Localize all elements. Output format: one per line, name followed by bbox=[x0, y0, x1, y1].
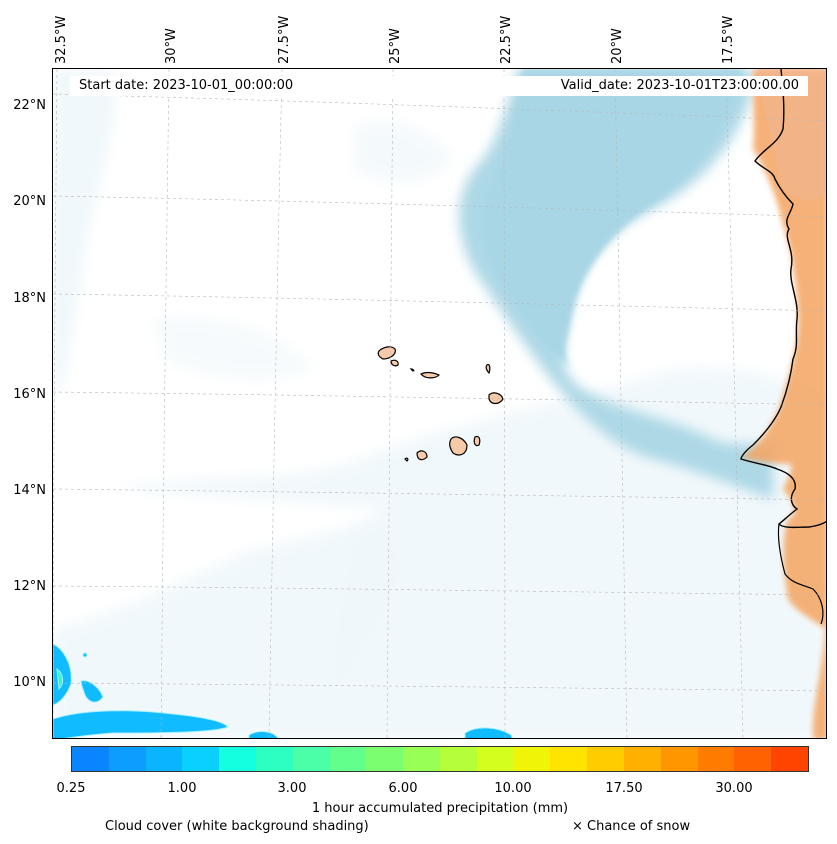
colorbar-segment bbox=[182, 747, 220, 771]
lon-label-27-5w: 27.5°W bbox=[277, 15, 292, 64]
precipitation-patches bbox=[53, 643, 513, 738]
map-panel[interactable] bbox=[52, 68, 827, 739]
lat-label-20n: 20°N bbox=[13, 194, 46, 209]
precipitation-colorbar bbox=[71, 746, 809, 772]
cloud-cover-note: Cloud cover (white background shading) bbox=[105, 819, 369, 834]
colorbar-segment bbox=[72, 747, 109, 771]
map-canvas bbox=[53, 69, 826, 738]
lon-label-25w: 25°W bbox=[388, 28, 403, 64]
colorbar-segment bbox=[513, 747, 551, 771]
colorbar-segment bbox=[623, 747, 661, 771]
colorbar-segment bbox=[329, 747, 367, 771]
colorbar-tick-1-00: 1.00 bbox=[167, 781, 197, 796]
lat-label-22n: 22°N bbox=[13, 98, 46, 113]
graticule bbox=[53, 69, 826, 738]
coastline-africa bbox=[740, 69, 826, 529]
colorbar-tick-10-00: 10.00 bbox=[494, 781, 532, 796]
lon-label-32-5w: 32.5°W bbox=[54, 15, 69, 64]
colorbar-segment bbox=[587, 747, 624, 771]
colorbar-tick-6-00: 6.00 bbox=[388, 781, 418, 796]
colorbar-segment bbox=[292, 747, 330, 771]
lon-label-17-5w: 17.5°W bbox=[721, 15, 736, 64]
lon-label-22-5w: 22.5°W bbox=[499, 15, 514, 64]
colorbar-segment bbox=[550, 747, 588, 771]
cape-verde-islands bbox=[377, 346, 504, 462]
colorbar-segment bbox=[145, 747, 183, 771]
colorbar-segment bbox=[697, 747, 735, 771]
colorbar-segment bbox=[734, 747, 772, 771]
colorbar-segment bbox=[403, 747, 440, 771]
colorbar-segment bbox=[660, 747, 698, 771]
colorbar-tick-0-25: 0.25 bbox=[56, 781, 86, 796]
lat-label-12n: 12°N bbox=[13, 579, 46, 594]
colorbar-tick-17-50: 17.50 bbox=[605, 781, 643, 796]
lat-label-18n: 18°N bbox=[13, 291, 46, 306]
lon-label-30w: 30°W bbox=[164, 28, 179, 64]
colorbar-segment bbox=[366, 747, 404, 771]
colorbar-tick-30-00: 30.00 bbox=[715, 781, 753, 796]
lat-label-10n: 10°N bbox=[13, 675, 46, 690]
land-africa bbox=[741, 69, 826, 738]
snow-chance-note: × Chance of snow bbox=[572, 819, 691, 834]
date-info-bar: Start date: 2023-10-01_00:00:00 Valid_da… bbox=[70, 76, 808, 96]
colorbar-segment bbox=[771, 747, 808, 771]
lat-label-14n: 14°N bbox=[13, 483, 46, 498]
lat-label-16n: 16°N bbox=[13, 387, 46, 402]
lon-label-20w: 20°W bbox=[610, 28, 625, 64]
cloud-cover-light bbox=[53, 69, 826, 738]
valid-date-text: Valid_date: 2023-10-01T23:00:00.00 bbox=[560, 78, 799, 93]
colorbar-segment bbox=[476, 747, 514, 771]
colorbar-title: 1 hour accumulated precipitation (mm) bbox=[311, 801, 569, 816]
colorbar-segment bbox=[219, 747, 256, 771]
colorbar-segment bbox=[255, 747, 293, 771]
start-date-text: Start date: 2023-10-01_00:00:00 bbox=[79, 78, 294, 93]
colorbar-tick-3-00: 3.00 bbox=[277, 781, 307, 796]
colorbar-segment bbox=[108, 747, 146, 771]
colorbar-segment bbox=[439, 747, 477, 771]
